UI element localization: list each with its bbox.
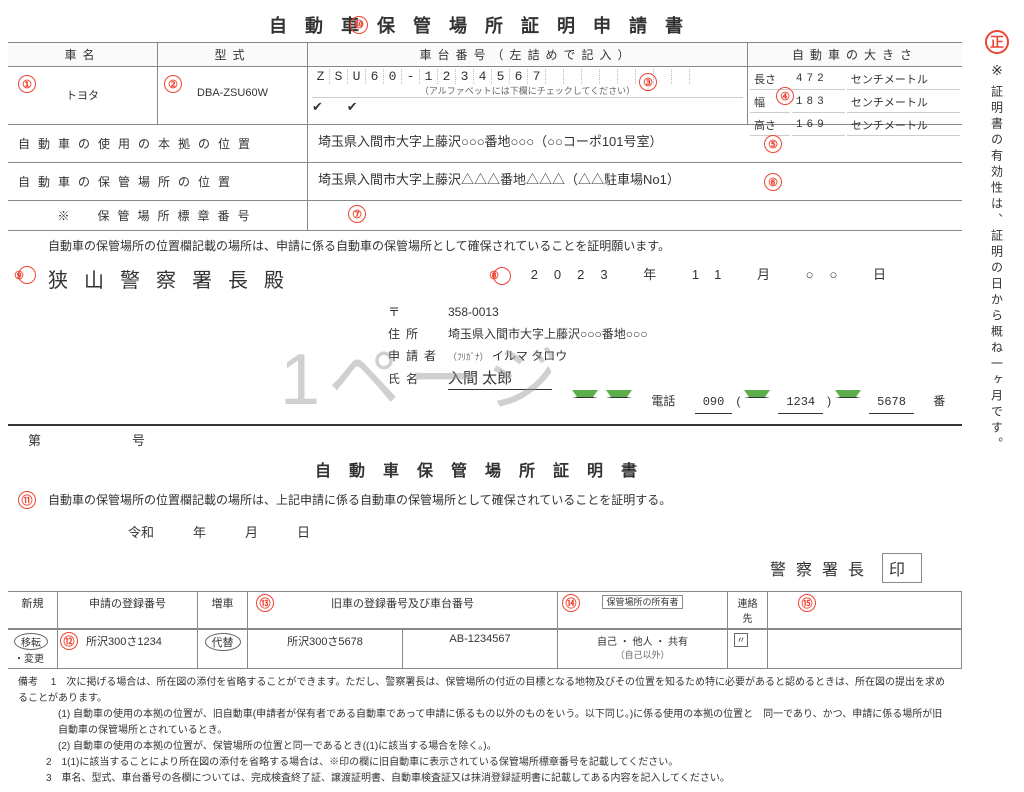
sidebar: 正 ※ 証明書の有効性は、証明の日から概ね一ヶ月です。 [974, 30, 1020, 530]
subcert-text: 自動車の保管場所の位置欄記載の場所は、上記申請に係る自動車の保管場所として確保さ… [48, 493, 671, 507]
remark-3: 3 車名、型式、車台番号の各欄については、完成検査終了証、譲渡証明書、自動車検査… [18, 771, 952, 787]
use-loc-label: 自動車の使用の本拠の位置 [8, 125, 308, 162]
hdr-carname: 車名 [8, 43, 158, 66]
reg1: 所沢300さ1234 [86, 636, 162, 648]
form-page: 1ページ 自動車保管場所証明申請書 車名 型式 車台番号（左詰めで記入） 自動車… [0, 0, 970, 768]
applicant-addr[interactable]: 埼玉県入間市大字上藤沢○○○番地○○○ [448, 327, 648, 341]
store-loc-value: 埼玉県入間市大字上藤沢△△△番地△△△（△△駐車場No1） [318, 172, 680, 187]
marker-12: ⑫ [60, 632, 78, 650]
date-m[interactable]: 11 [692, 267, 738, 282]
subcert-block: ⑪ 自動車の保管場所の位置欄記載の場所は、上記申請に係る自動車の保管場所として確… [8, 485, 962, 514]
chassis-cell[interactable]: ③ ZSU60-1234567 （アルファベットには下欄にチェックしてください）… [308, 67, 748, 124]
marker-11: ⑪ [18, 491, 36, 509]
carname-value: トヨタ [66, 90, 99, 102]
carname-cell[interactable]: ① トヨタ [8, 67, 158, 124]
dim-wid-v[interactable]: 183 [792, 92, 845, 113]
remark-1: 1 次に掲げる場合は、所在図の添付を省略することができます。ただし、警察署長は、… [18, 677, 945, 704]
owner-hdr: ⑭ 保管場所の所有者 [558, 592, 728, 628]
remarks-hdr: 備考 [18, 677, 38, 688]
daitai: 代替 [205, 633, 241, 651]
sub-title: 自動車保管場所証明書 [8, 453, 962, 485]
dim-unit2: センチメートル [847, 92, 960, 113]
police-name: 狭山警察署長殿 [48, 270, 300, 292]
marker-15: ⑮ [798, 594, 816, 612]
henko: 変更 [24, 654, 44, 665]
reg1-cell[interactable]: ⑫ 所沢300さ1234 [58, 630, 198, 668]
chassis-checks: ✔ ✔ [312, 97, 743, 115]
shinki: 新規 [8, 592, 58, 628]
hdr-chassis: 車台番号（左詰めで記入） [308, 43, 748, 66]
use-loc-row: 自動車の使用の本拠の位置 埼玉県入間市大字上藤沢○○○番地○○○（○○コーポ10… [8, 125, 962, 163]
marker-3: ③ [639, 73, 657, 91]
marker-14: ⑭ [562, 594, 580, 612]
bottom-row-1: 新規 申請の登録番号 増車 ⑬ 旧車の登録番号及び車台番号 ⑭ 保管場所の所有者… [8, 591, 962, 629]
hdr-model: 型式 [158, 43, 308, 66]
tel2[interactable]: 1234 [778, 391, 823, 414]
bottom-row-2: 移転・変更 ⑫ 所沢300さ1234 代替 所沢300さ5678 AB-1234… [8, 629, 962, 669]
sticker-cell[interactable]: ⑦ [308, 201, 962, 230]
contact-cell[interactable]: ⑮ [768, 592, 962, 628]
date-y[interactable]: 2023 [531, 267, 624, 282]
marker-4: ④ [776, 87, 794, 105]
marker-7: ⑦ [348, 205, 366, 223]
remark-2: 2 1(1)に該当することにより所在図の添付を省略する場合は、※印の欄に旧自動車… [18, 755, 952, 771]
cert-text: 自動車の保管場所の位置欄記載の場所は、申請に係る自動車の保管場所として確保されて… [8, 231, 962, 260]
applicant-name[interactable]: 入間 太郎 [448, 370, 552, 390]
marker-8: ⑧ [493, 267, 511, 285]
dim-unit1: センチメートル [847, 69, 960, 90]
zip[interactable]: 358-0013 [448, 305, 499, 319]
tel1[interactable]: 090 [695, 391, 733, 414]
iten: 移転 [14, 633, 48, 650]
remark-1b: (2) 自動車の使用の本拠の位置が、保管場所の位置と同一であるとき((1)に該当… [18, 739, 952, 755]
remark-1a: (1) 自動車の使用の本拠の位置が、旧自動車(申請者が保有者である自動車であって… [18, 707, 952, 739]
seal: 印 [882, 553, 922, 583]
store-loc-row: 自動車の保管場所の位置 埼玉県入間市大字上藤沢△△△番地△△△（△△駐車場No1… [8, 163, 962, 201]
main-title: 自動車保管場所証明申請書 [8, 8, 962, 43]
side-text: 証明書の有効性は、証明の日から概ね一ヶ月です。 [989, 85, 1006, 525]
subform: 第 号 自動車保管場所証明書 ⑪ 自動車の保管場所の位置欄記載の場所は、上記申請… [8, 424, 962, 591]
zousha: 増車 [198, 592, 248, 628]
marker-10: ⑩ [350, 16, 368, 34]
dims-cell: ④ 長さ472センチメートル 幅183センチメートル 高さ169センチメートル [748, 67, 962, 124]
model-cell[interactable]: ② DBA-ZSU60W [158, 67, 308, 124]
tel3[interactable]: 5678 [869, 391, 914, 414]
header-row: 車名 型式 車台番号（左詰めで記入） 自動車の大きさ [8, 43, 962, 67]
contact-hdr: 連絡先 [728, 592, 768, 628]
date-block: ⑧ 2023 年 11 月 ○○ 日 [493, 264, 902, 285]
chassis-grid: ZSU60-1234567 [312, 69, 743, 84]
date-d[interactable]: ○○ [806, 267, 854, 282]
regno-hdr: 申請の登録番号 [58, 592, 198, 628]
marker-1: ① [18, 75, 36, 93]
use-loc-value: 埼玉県入間市大字上藤沢○○○番地○○○（○○コーポ101号室） [318, 134, 663, 149]
chief: 警察署長 [770, 562, 874, 579]
hdr-dims: 自動車の大きさ [748, 43, 962, 66]
use-loc-cell[interactable]: 埼玉県入間市大字上藤沢○○○番地○○○（○○コーポ101号室） ⑤ [308, 125, 962, 162]
sticker-row: ※ 保管場所標章番号 ⑦ [8, 201, 962, 231]
store-loc-cell[interactable]: 埼玉県入間市大字上藤沢△△△番地△△△（△△駐車場No1） ⑥ [308, 163, 962, 200]
old-hdr: ⑬ 旧車の登録番号及び車台番号 [248, 592, 558, 628]
marker-5: ⑤ [764, 135, 782, 153]
marker-6: ⑥ [764, 173, 782, 191]
sei-stamp: 正 [985, 30, 1009, 54]
applicant-block: ⑩ 〒358-0013 住所埼玉県入間市大字上藤沢○○○番地○○○ 申請者（ﾌﾘ… [8, 297, 962, 418]
marker-9: ⑨ [18, 266, 36, 284]
sticker-label: ※ 保管場所標章番号 [8, 201, 308, 230]
model-value: DBA-ZSU60W [197, 87, 268, 99]
marker-13: ⑬ [256, 594, 274, 612]
reiwa-date: 令和 年 月 日 [8, 514, 962, 549]
marker-2: ② [164, 75, 182, 93]
ab-num[interactable]: AB-1234567 [403, 630, 558, 668]
dim-len-v[interactable]: 472 [792, 69, 845, 90]
data-row-1: ① トヨタ ② DBA-ZSU60W ③ ZSU60-1234567 （アルファ… [8, 67, 962, 125]
chassis-note: （アルファベットには下欄にチェックしてください） [312, 84, 743, 97]
store-loc-label: 自動車の保管場所の位置 [8, 163, 308, 200]
side-asterisk: ※ [974, 62, 1020, 79]
reg2[interactable]: 所沢300さ5678 [248, 630, 403, 668]
furigana[interactable]: イルマ タロウ [492, 349, 567, 363]
police-row: ⑨ 狭山警察署長殿 ⑧ 2023 年 11 月 ○○ 日 [8, 260, 962, 297]
remarks: 備考 1 次に掲げる場合は、所在図の添付を省略することができます。ただし、警察署… [8, 669, 962, 792]
owner-cell[interactable]: 自己 ・ 他人 ・ 共有（自己以外） [558, 630, 728, 668]
